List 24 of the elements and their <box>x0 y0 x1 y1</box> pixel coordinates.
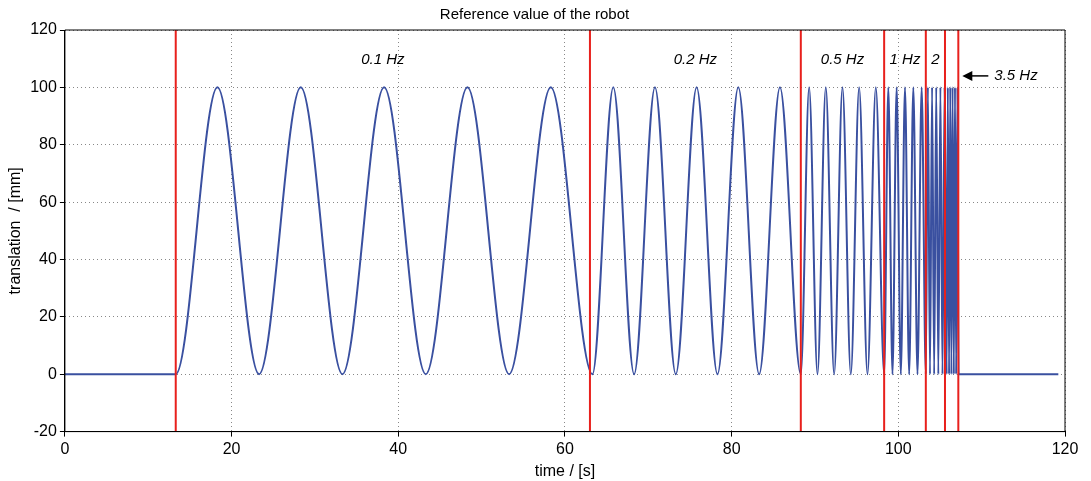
y-tick-label: 100 <box>30 77 57 95</box>
y-tick-label: 0 <box>47 364 57 382</box>
y-tick-label: -20 <box>33 422 57 440</box>
x-axis-title: time / [s] <box>534 461 596 479</box>
x-tick-label: 20 <box>222 439 241 457</box>
annotation: 0.5 Hz <box>820 50 865 68</box>
y-tick-label: 20 <box>39 307 57 325</box>
chart-title: Reference value of the robot <box>439 5 630 23</box>
x-tick-label: 0 <box>60 439 70 457</box>
y-tick-label: 40 <box>39 249 57 267</box>
y-axis-title: translation / [mm] <box>6 167 24 295</box>
y-tick-label: 80 <box>39 135 57 153</box>
x-tick-label: 80 <box>722 439 741 457</box>
y-tick-label: 60 <box>39 192 57 210</box>
x-tick-label: 60 <box>556 439 574 457</box>
y-tick-label: 120 <box>30 20 57 38</box>
annotation: 0.2 Hz <box>673 50 718 68</box>
x-tick-label: 100 <box>884 439 912 457</box>
annotation: 3.5 Hz <box>994 66 1039 84</box>
x-tick-label: 40 <box>389 439 408 457</box>
annotation: 2 <box>930 50 941 68</box>
annotation: 0.1 Hz <box>361 50 406 68</box>
annotation: 1 Hz <box>889 50 921 68</box>
x-tick-label: 120 <box>1051 439 1079 457</box>
